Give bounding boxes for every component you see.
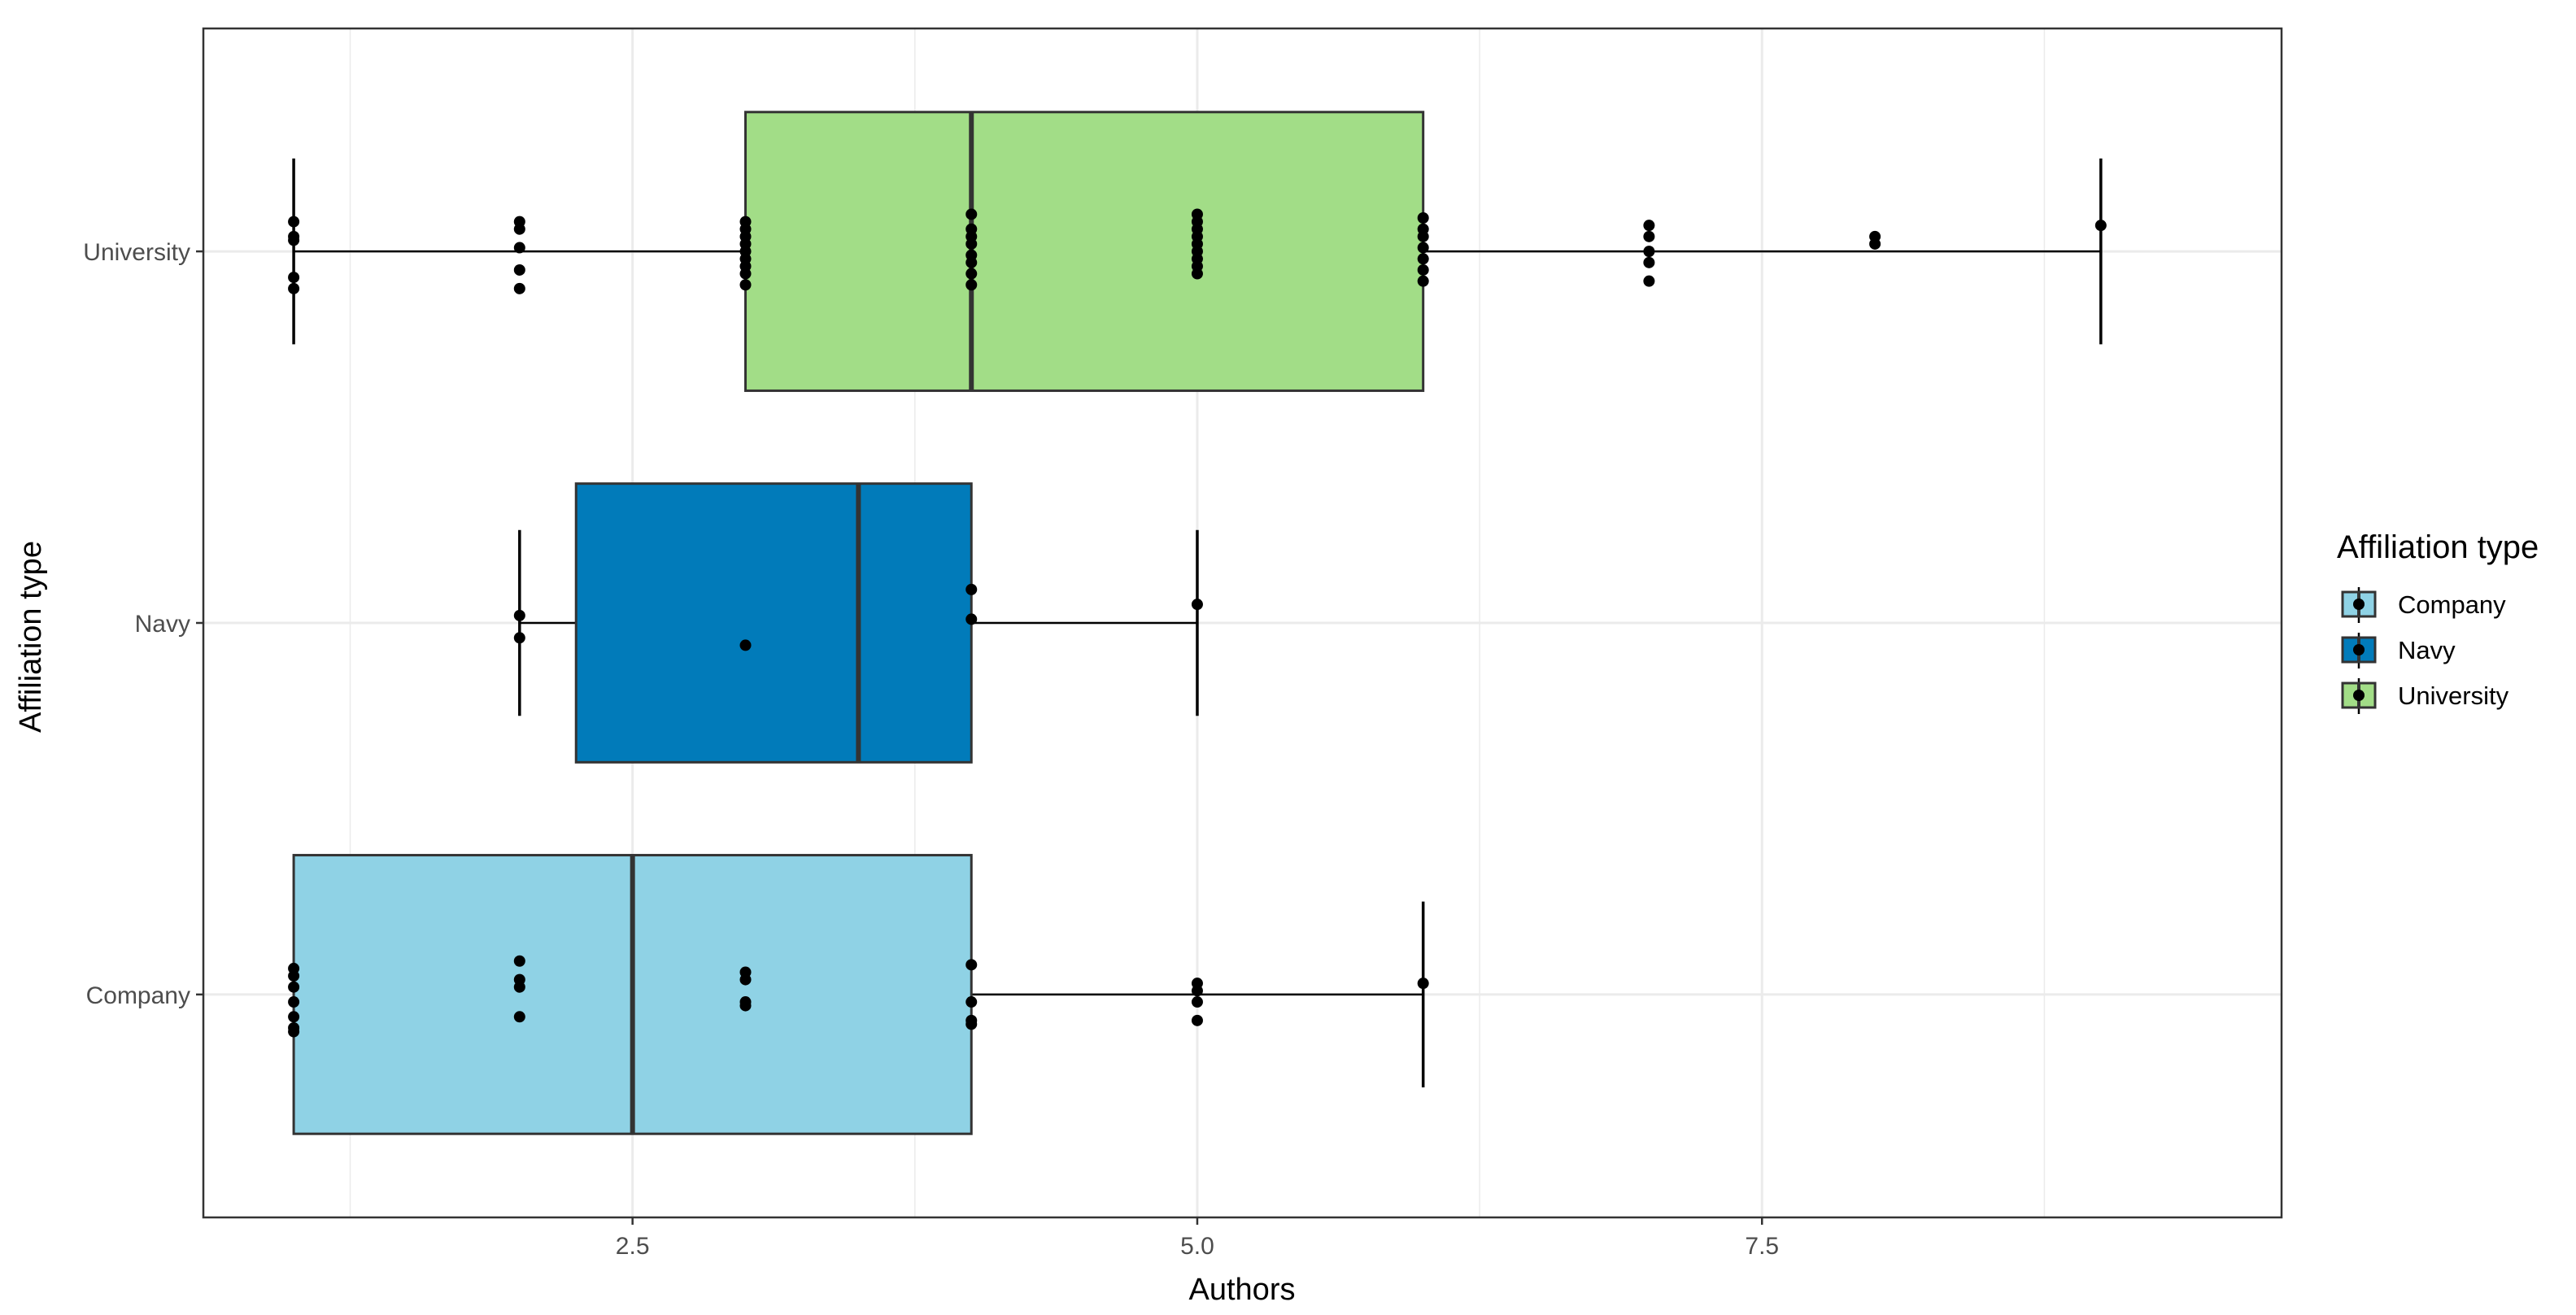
data-point [739, 279, 752, 291]
box-iqr [744, 111, 1425, 392]
data-point [288, 234, 300, 246]
data-point [1191, 1014, 1203, 1026]
data-point [1191, 599, 1203, 611]
legend-key-point [2353, 599, 2365, 610]
data-point [1643, 230, 1655, 242]
data-point [513, 263, 525, 276]
legend-key-point [2353, 644, 2365, 655]
box-group-university [292, 111, 2103, 392]
data-point [1643, 246, 1655, 258]
x-axis-title: Authors [1189, 1273, 1296, 1307]
data-point [1191, 985, 1203, 997]
legend-item-company: Company [2341, 587, 2506, 623]
data-point [965, 208, 978, 220]
data-point [513, 223, 525, 235]
legend-item-university: University [2341, 678, 2509, 714]
legend-label: University [2398, 681, 2509, 710]
data-point [1643, 256, 1655, 268]
y-tick-label: University [83, 239, 190, 266]
x-tick-label: 7.5 [1745, 1233, 1779, 1260]
data-point [288, 282, 300, 294]
y-axis-ticks: Company Navy University [83, 239, 203, 1009]
data-point [1417, 263, 1429, 276]
data-point [513, 632, 525, 644]
data-point [288, 272, 300, 284]
data-point [288, 970, 300, 982]
box-iqr [574, 482, 973, 764]
data-point [739, 268, 752, 280]
data-point [288, 216, 300, 228]
data-point [513, 242, 525, 254]
x-axis-ticks: 2.5 5.0 7.5 [616, 1217, 1779, 1260]
data-point [965, 613, 978, 625]
y-tick-label: Company [86, 982, 190, 1009]
data-point [965, 237, 978, 250]
legend-item-navy: Navy [2341, 633, 2456, 668]
data-point [965, 583, 978, 595]
data-point [1417, 978, 1429, 990]
data-point [1417, 275, 1429, 287]
data-point [1417, 242, 1429, 254]
data-point [288, 1011, 300, 1023]
data-points [288, 208, 2107, 1038]
box-group-navy [518, 482, 1199, 764]
data-point [288, 1025, 300, 1038]
data-point [965, 959, 978, 971]
data-point [513, 282, 525, 294]
data-point [1869, 237, 1881, 250]
data-point [513, 609, 525, 621]
legend-label: Company [2398, 590, 2506, 619]
y-axis-title: Affiliation type [14, 541, 48, 733]
legend-title: Affiliation type [2337, 529, 2539, 565]
data-point [965, 1018, 978, 1030]
data-point [965, 268, 978, 280]
data-point [1191, 996, 1203, 1008]
x-tick-label: 5.0 [1180, 1233, 1214, 1260]
data-point [2094, 220, 2107, 232]
data-point [513, 955, 525, 967]
data-point [1643, 275, 1655, 287]
y-tick-label: Navy [135, 611, 190, 638]
data-point [288, 981, 300, 993]
legend-label: Navy [2398, 636, 2456, 664]
data-point [1643, 220, 1655, 232]
data-point [1191, 268, 1203, 280]
data-point [1417, 212, 1429, 224]
data-point [965, 256, 978, 268]
box-group-company [292, 854, 1425, 1135]
data-point [1417, 253, 1429, 265]
data-point [965, 279, 978, 291]
data-point [739, 639, 752, 651]
data-point [513, 1011, 525, 1023]
data-point [739, 999, 752, 1012]
data-point [513, 981, 525, 993]
legend-key-point [2353, 690, 2365, 701]
data-point [739, 973, 752, 986]
legend: Affiliation type Company Navy University [2337, 529, 2539, 714]
data-point [288, 996, 300, 1008]
data-point [965, 996, 978, 1008]
x-tick-label: 2.5 [616, 1233, 650, 1260]
data-point [1417, 230, 1429, 242]
